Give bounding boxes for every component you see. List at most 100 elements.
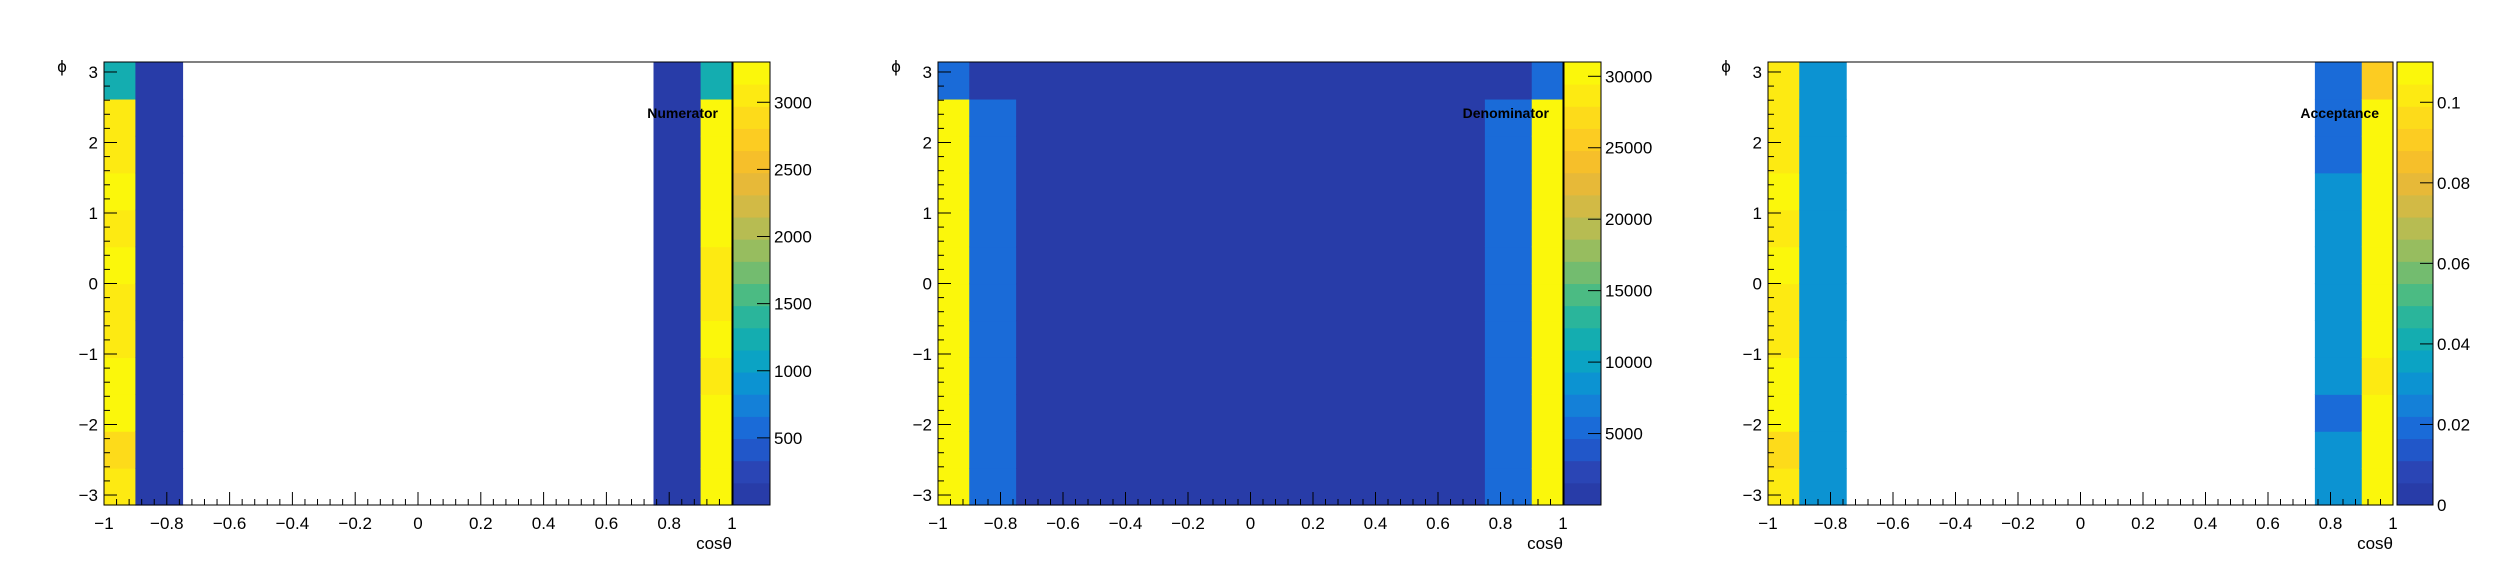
- z-tick-label: 0.1: [2437, 93, 2461, 112]
- color-scale-segment: [733, 128, 770, 152]
- color-scale-segment: [1564, 217, 1601, 240]
- color-scale-segment: [733, 372, 770, 395]
- x-axis-label: cosθ: [1527, 534, 1563, 553]
- color-scale-segment: [733, 62, 770, 85]
- heatmap-cell: [1799, 246, 1847, 285]
- heatmap-cell: [938, 246, 970, 285]
- x-tick-label: −0.6: [213, 514, 247, 533]
- heatmap-cell: [1531, 62, 1564, 100]
- x-tick-label: −0.2: [2001, 514, 2035, 533]
- x-tick-label: −1: [94, 514, 113, 533]
- heatmap-cell: [1484, 172, 1533, 211]
- heatmap-cell: [2314, 320, 2363, 358]
- heatmap-cell: [104, 394, 136, 432]
- heatmap-cell: [104, 135, 136, 174]
- heatmap-cell: [1799, 357, 1847, 395]
- heatmap-cell: [969, 246, 1017, 285]
- heatmap-cell: [1531, 172, 1564, 211]
- heatmap-cell: [2314, 98, 2363, 137]
- y-tick-label: −2: [1743, 416, 1762, 435]
- y-tick-label: −2: [913, 416, 932, 435]
- heatmap-panel-3: −1 −0.8 −0.6 −0.4 −0.2 0 0.2 0.4 0.6 0.8 1cosθ−3−2…: [1721, 57, 2470, 553]
- x-tick-label: −1: [1758, 514, 1777, 533]
- heatmap-cell: [653, 283, 702, 322]
- y-tick-label: −1: [1743, 345, 1762, 364]
- color-scale-segment: [2397, 349, 2433, 373]
- color-scale-segment: [733, 438, 770, 462]
- heatmap-cell: [969, 320, 1017, 358]
- heatmap-cell: [1484, 357, 1533, 395]
- color-scale-segment: [1564, 305, 1601, 329]
- color-scale-segment: [2397, 194, 2433, 218]
- heatmap-cell: [1016, 209, 1486, 248]
- y-axis-label: ϕ: [1721, 57, 1731, 76]
- heatmap-cell: [2314, 468, 2363, 506]
- heatmap-cell: [1768, 172, 1800, 211]
- y-tick-label: 1: [923, 204, 932, 223]
- color-scale-frame: [1563, 61, 1602, 506]
- color-scale-segment: [733, 349, 770, 373]
- heatmap-cell: [1484, 394, 1533, 432]
- heatmap-cell: [653, 468, 702, 506]
- heatmap-cell: [1799, 135, 1847, 174]
- heatmap-cell: [1768, 320, 1800, 358]
- color-scale-segment: [1564, 349, 1601, 373]
- color-scale-frame: [2396, 61, 2434, 506]
- color-scale-segment: [1564, 62, 1601, 85]
- z-tick-label: 20000: [1605, 210, 1652, 229]
- heatmap-cell: [700, 62, 733, 100]
- y-tick-label: 1: [1753, 204, 1762, 223]
- heatmap-cell: [104, 246, 136, 285]
- color-scale-segment: [733, 283, 770, 307]
- x-tick-label: 0.8: [2319, 514, 2343, 533]
- heatmap-cells: [104, 62, 733, 506]
- heatmap-cell: [938, 320, 970, 358]
- heatmap-cells: [938, 62, 1564, 506]
- color-scale-segment: [2397, 372, 2433, 395]
- color-scale-segment: [1564, 106, 1601, 129]
- heatmap-cell: [135, 394, 184, 432]
- y-tick-label: −2: [79, 416, 98, 435]
- heatmap-cell: [969, 62, 1017, 100]
- heatmap-cell: [1531, 98, 1564, 137]
- y-tick-label: −3: [79, 486, 98, 505]
- z-tick-label: 0.02: [2437, 415, 2470, 434]
- heatmap-cell: [2314, 431, 2363, 469]
- heatmap-cell: [653, 135, 702, 174]
- color-scale-segment: [1564, 327, 1601, 351]
- heatmap-cell: [969, 468, 1017, 506]
- color-scale: 500 1000 1500 2000 2500 3000: [732, 61, 812, 506]
- z-tick-label: 0.04: [2437, 335, 2470, 354]
- heatmap-cell: [700, 283, 733, 322]
- color-scale-segment: [2397, 327, 2433, 351]
- heatmap-cell: [2361, 468, 2394, 506]
- heatmap-cell: [1531, 209, 1564, 248]
- color-scale-segment: [1564, 416, 1601, 440]
- color-scale-segment: [733, 416, 770, 440]
- y-axis-label: ϕ: [57, 57, 67, 76]
- heatmap-cell: [1484, 468, 1533, 506]
- plot-frame: [103, 61, 733, 506]
- heatmap-cell: [1531, 135, 1564, 174]
- heatmap-cell: [135, 172, 184, 211]
- x-tick-label: 0.2: [469, 514, 493, 533]
- heatmap-cell: [2361, 431, 2394, 469]
- heatmap-cell: [1768, 135, 1800, 174]
- x-tick-label: −0.8: [984, 514, 1018, 533]
- heatmap-cell: [1016, 283, 1486, 322]
- y-tick-label: 2: [1753, 133, 1762, 152]
- heatmap-cell: [653, 62, 702, 100]
- heatmap-cell: [2361, 357, 2394, 395]
- y-tick-label: 1: [89, 204, 98, 223]
- heatmap-cell: [2314, 62, 2363, 100]
- heatmap-cell: [1768, 283, 1800, 322]
- heatmap-cell: [1484, 246, 1533, 285]
- color-scale-segment: [733, 150, 770, 174]
- color-scale-segment: [1564, 482, 1601, 506]
- color-scale-segment: [733, 261, 770, 284]
- x-tick-label: 0: [2076, 514, 2085, 533]
- color-scale-segment: [2397, 62, 2433, 85]
- heatmap-panel-1: −1 −0.8 −0.6 −0.4 −0.2 0 0.2 0.4 0.6 0.8 1cosθ−3−2…: [57, 57, 812, 553]
